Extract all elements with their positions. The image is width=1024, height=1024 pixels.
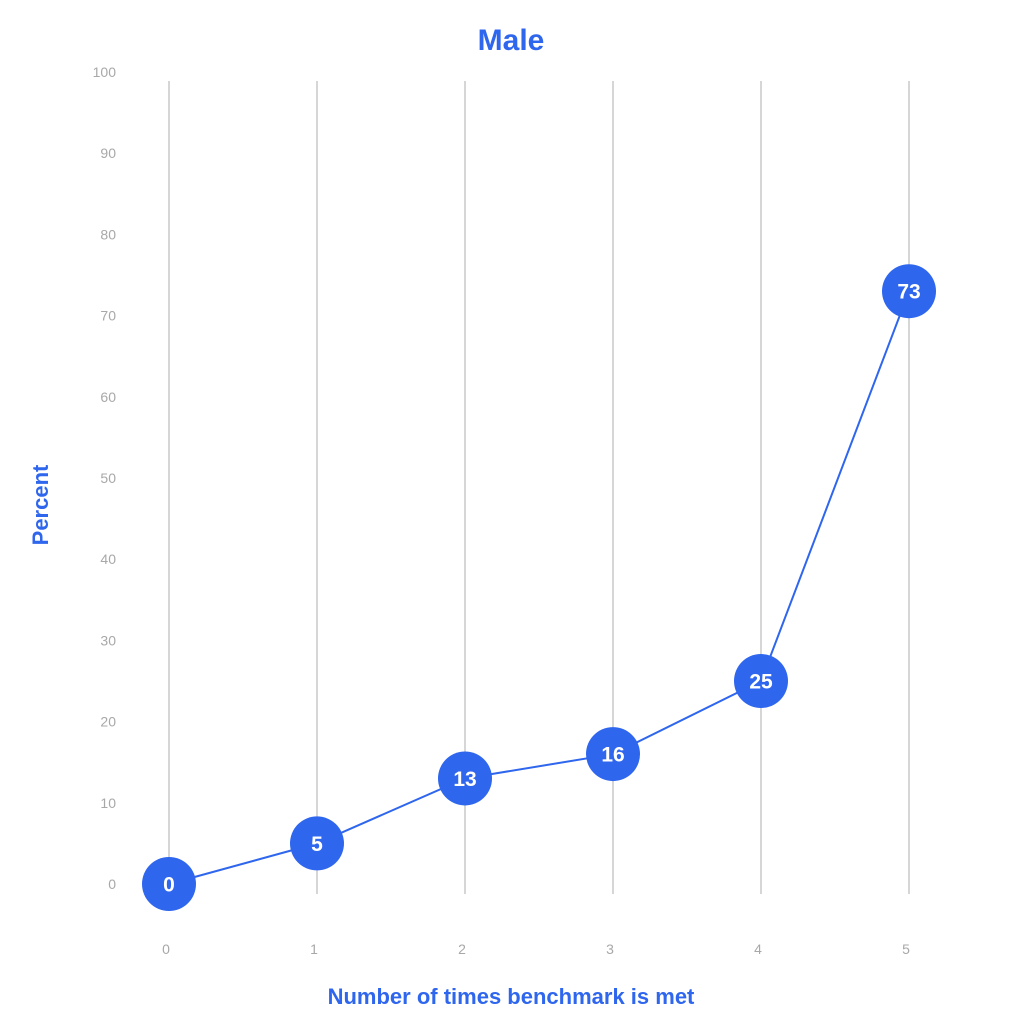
x-tick-label: 1 xyxy=(310,941,318,957)
y-tick-label: 90 xyxy=(100,145,116,161)
y-tick-label: 0 xyxy=(108,876,116,892)
data-point-marker xyxy=(290,816,344,871)
y-tick-label: 40 xyxy=(100,551,116,567)
y-tick-label: 80 xyxy=(100,226,116,242)
x-tick-label: 2 xyxy=(458,941,466,957)
data-point: 13 xyxy=(438,751,492,806)
data-point: 0 xyxy=(142,857,196,911)
x-tick-label: 4 xyxy=(754,941,762,957)
y-tick-label: 10 xyxy=(100,795,116,811)
data-point-marker xyxy=(438,751,492,806)
x-tick-label: 3 xyxy=(606,941,614,957)
data-point-marker xyxy=(586,727,640,782)
data-point-label: 16 xyxy=(601,744,624,767)
data-point: 5 xyxy=(290,816,344,871)
y-tick-label: 60 xyxy=(100,389,116,405)
chart-title: Male xyxy=(478,24,545,57)
data-point-marker xyxy=(734,654,788,708)
y-tick-label: 70 xyxy=(100,308,116,324)
data-point: 73 xyxy=(882,264,936,319)
data-point-marker xyxy=(142,857,196,911)
data-point: 25 xyxy=(734,654,788,708)
series-line xyxy=(168,290,910,885)
data-point-marker xyxy=(882,264,936,319)
grid-lines xyxy=(168,81,910,894)
x-axis-label: Number of times benchmark is met xyxy=(328,984,695,1009)
x-tick-label: 0 xyxy=(162,941,170,957)
series-layer: 0 5 13 16 25 73 xyxy=(142,264,936,911)
data-point-label: 73 xyxy=(897,281,920,304)
y-axis-ticks: 0 10 20 30 40 50 60 70 80 90 100 xyxy=(93,64,117,892)
y-tick-label: 50 xyxy=(100,470,116,486)
x-tick-label: 5 xyxy=(902,941,910,957)
y-axis-label: Percent xyxy=(28,464,53,545)
data-point-label: 5 xyxy=(311,833,323,856)
data-point: 16 xyxy=(586,727,640,782)
data-point-label: 25 xyxy=(749,671,773,694)
data-point-label: 13 xyxy=(453,768,476,791)
y-tick-label: 30 xyxy=(100,632,116,648)
y-tick-label: 20 xyxy=(100,714,116,730)
x-axis-ticks: 0 1 2 3 4 5 xyxy=(162,941,910,957)
y-tick-label: 100 xyxy=(93,64,117,80)
data-point-label: 0 xyxy=(163,874,175,897)
